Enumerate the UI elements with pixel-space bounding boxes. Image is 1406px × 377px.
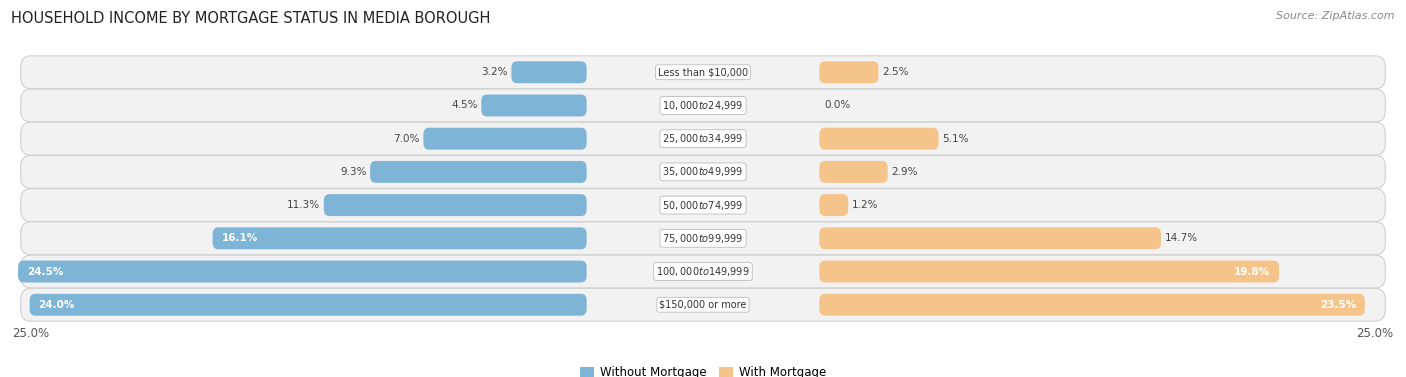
FancyBboxPatch shape	[820, 128, 939, 150]
Text: 25.0%: 25.0%	[13, 327, 49, 340]
FancyBboxPatch shape	[820, 227, 1161, 249]
Text: $100,000 to $149,999: $100,000 to $149,999	[657, 265, 749, 278]
FancyBboxPatch shape	[30, 294, 586, 316]
Text: 24.0%: 24.0%	[38, 300, 75, 310]
Text: 5.1%: 5.1%	[942, 134, 969, 144]
FancyBboxPatch shape	[820, 261, 1279, 282]
FancyBboxPatch shape	[820, 294, 1365, 316]
FancyBboxPatch shape	[21, 288, 1385, 321]
Text: 24.5%: 24.5%	[27, 267, 63, 277]
Text: Less than $10,000: Less than $10,000	[658, 67, 748, 77]
Text: $35,000 to $49,999: $35,000 to $49,999	[662, 166, 744, 178]
Text: 9.3%: 9.3%	[340, 167, 367, 177]
FancyBboxPatch shape	[820, 161, 887, 183]
FancyBboxPatch shape	[423, 128, 586, 150]
Text: 25.0%: 25.0%	[1357, 327, 1393, 340]
FancyBboxPatch shape	[21, 188, 1385, 222]
Text: Source: ZipAtlas.com: Source: ZipAtlas.com	[1277, 11, 1395, 21]
FancyBboxPatch shape	[18, 261, 586, 282]
Text: 7.0%: 7.0%	[394, 134, 420, 144]
Legend: Without Mortgage, With Mortgage: Without Mortgage, With Mortgage	[575, 361, 831, 377]
FancyBboxPatch shape	[481, 95, 586, 116]
FancyBboxPatch shape	[323, 194, 586, 216]
FancyBboxPatch shape	[21, 56, 1385, 89]
FancyBboxPatch shape	[512, 61, 586, 83]
FancyBboxPatch shape	[212, 227, 586, 249]
Text: $50,000 to $74,999: $50,000 to $74,999	[662, 199, 744, 211]
FancyBboxPatch shape	[21, 255, 1385, 288]
Text: 19.8%: 19.8%	[1234, 267, 1270, 277]
Text: HOUSEHOLD INCOME BY MORTGAGE STATUS IN MEDIA BOROUGH: HOUSEHOLD INCOME BY MORTGAGE STATUS IN M…	[11, 11, 491, 26]
FancyBboxPatch shape	[370, 161, 586, 183]
FancyBboxPatch shape	[21, 122, 1385, 155]
Text: 11.3%: 11.3%	[287, 200, 321, 210]
FancyBboxPatch shape	[21, 222, 1385, 255]
Text: $150,000 or more: $150,000 or more	[659, 300, 747, 310]
Text: 4.5%: 4.5%	[451, 100, 478, 110]
FancyBboxPatch shape	[21, 155, 1385, 188]
Text: 23.5%: 23.5%	[1320, 300, 1355, 310]
Text: 0.0%: 0.0%	[824, 100, 851, 110]
FancyBboxPatch shape	[21, 89, 1385, 122]
FancyBboxPatch shape	[820, 194, 848, 216]
Text: 16.1%: 16.1%	[222, 233, 257, 243]
Text: $25,000 to $34,999: $25,000 to $34,999	[662, 132, 744, 145]
Text: 3.2%: 3.2%	[481, 67, 508, 77]
Text: 1.2%: 1.2%	[852, 200, 879, 210]
Text: $75,000 to $99,999: $75,000 to $99,999	[662, 232, 744, 245]
FancyBboxPatch shape	[820, 61, 879, 83]
Text: 14.7%: 14.7%	[1164, 233, 1198, 243]
Text: 2.9%: 2.9%	[891, 167, 918, 177]
Text: $10,000 to $24,999: $10,000 to $24,999	[662, 99, 744, 112]
Text: 2.5%: 2.5%	[882, 67, 908, 77]
